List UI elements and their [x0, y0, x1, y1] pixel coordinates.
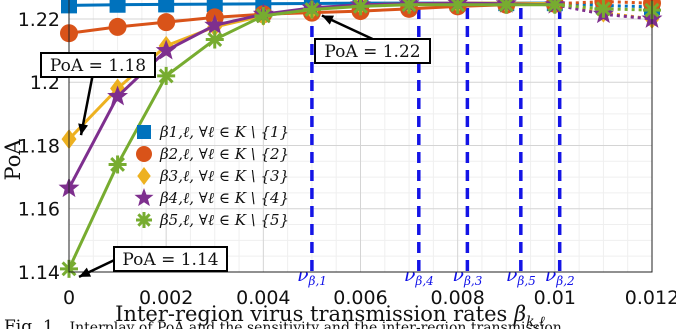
annotation-label: PoA = 1.22	[324, 42, 420, 62]
annotation: PoA = 1.14	[78, 246, 228, 278]
legend-item: β1,ℓ, ∀ℓ ∈ K \ {1}	[137, 123, 289, 141]
asterisk-stroke	[595, 1, 611, 17]
legend-item: β2,ℓ, ∀ℓ ∈ K \ {2}	[136, 145, 289, 163]
y-tick-label: 1.18	[18, 135, 60, 157]
x-tick-label: 0	[63, 287, 75, 309]
y-axis-title: PoA	[1, 139, 25, 181]
data-point	[108, 155, 127, 174]
annotations: PoA = 1.18 PoA = 1.22 PoA = 1.14	[40, 14, 431, 278]
annotation-label: PoA = 1.14	[122, 250, 218, 270]
threshold-label: νβ,4	[404, 264, 434, 288]
x-tick-label: 0.006	[333, 287, 387, 309]
data-point	[204, 14, 226, 35]
data-point	[205, 30, 224, 49]
x-axis-title: Inter-region virus transmission rates βk…	[115, 302, 545, 329]
annotation-arrowhead	[79, 267, 92, 277]
legend-label: β5,ℓ, ∀ℓ ∈ K \ {5}	[159, 211, 289, 229]
data-point	[134, 188, 154, 207]
y-tick-label: 1.22	[18, 9, 60, 31]
annotation-arrowhead	[78, 123, 89, 136]
plot-frame	[68, 0, 653, 273]
data-point	[155, 39, 177, 60]
series-line-dotted	[554, 0, 653, 6]
asterisk-stroke	[547, 0, 562, 13]
annotation-box	[314, 38, 431, 64]
legend-item: β3,ℓ, ∀ℓ ∈ K \ {3}	[137, 167, 289, 185]
caption-text: Interplay of PoA and the sensitivity and…	[70, 320, 562, 329]
caption-prefix: Fig. 1.	[4, 317, 59, 329]
data-point	[157, 13, 176, 32]
data-point	[497, 0, 516, 14]
annotation-arrowhead	[321, 15, 334, 25]
threshold-label: νβ,2	[545, 264, 575, 288]
data-point	[400, 0, 419, 14]
asterisk-stroke	[255, 8, 271, 24]
figure-caption: Fig. 1. Interplay of PoA and the sensiti…	[4, 317, 562, 329]
asterisk-stroke	[353, 0, 368, 14]
asterisk-stroke	[158, 68, 174, 84]
asterisk-stroke	[110, 157, 126, 172]
legend: β1,ℓ, ∀ℓ ∈ K \ {1} β2,ℓ, ∀ℓ ∈ K \ {2} β3,ℓ…	[134, 123, 289, 229]
annotation: PoA = 1.18	[40, 52, 156, 136]
data-point	[108, 17, 127, 36]
axis-ticks: 0 0.002 0.004 0.006 0.008 0.01 0.012 1.14 1.16 1.…	[18, 9, 676, 309]
data-point	[137, 125, 151, 139]
threshold-label: νβ,1	[297, 264, 327, 288]
x-tick-label: 0.008	[430, 287, 484, 309]
data-point	[109, 0, 126, 13]
data-point	[302, 0, 321, 19]
x-tick-label: 0.01	[534, 287, 576, 309]
data-point	[137, 167, 151, 185]
data-point	[136, 146, 152, 162]
asterisk-stroke	[450, 0, 465, 13]
legend-label: β2,ℓ, ∀ℓ ∈ K \ {2}	[159, 145, 289, 163]
data-point	[351, 0, 370, 16]
legend-label: β1,ℓ, ∀ℓ ∈ K \ {1}	[159, 123, 289, 141]
annotation-label: PoA = 1.18	[50, 56, 146, 76]
annotation-box	[113, 246, 228, 272]
data-point	[545, 0, 564, 14]
legend-item: β5,ℓ, ∀ℓ ∈ K \ {5}	[136, 211, 289, 229]
data-point	[158, 0, 175, 13]
data-point	[107, 85, 129, 106]
annotation: PoA = 1.22	[314, 14, 431, 64]
asterisk-stroke	[304, 2, 320, 17]
legend-label: β4,ℓ, ∀ℓ ∈ K \ {4}	[159, 189, 289, 207]
x-tick-label: 0.004	[236, 287, 290, 309]
x-tick-label: 0.002	[139, 287, 193, 309]
asterisk-stroke	[498, 0, 514, 13]
threshold-label: νβ,3	[452, 264, 482, 288]
legend-item: β4,ℓ, ∀ℓ ∈ K \ {4}	[134, 188, 289, 207]
data-point	[206, 0, 223, 13]
series-line-dotted	[554, 3, 653, 12]
data-point	[136, 212, 152, 228]
threshold-label: νβ,5	[506, 264, 536, 288]
asterisk-stroke	[401, 0, 416, 13]
asterisk-stroke	[207, 32, 223, 47]
x-tick-label: 0.012	[625, 287, 676, 309]
data-point	[254, 6, 273, 25]
annotation-box	[40, 52, 156, 78]
asterisk-stroke	[137, 213, 151, 227]
data-point	[594, 0, 613, 18]
data-point	[448, 0, 467, 14]
y-tick-label: 1.14	[18, 262, 60, 284]
data-point	[157, 66, 176, 85]
legend-label: β3,ℓ, ∀ℓ ∈ K \ {3}	[159, 167, 289, 185]
y-tick-label: 1.16	[18, 199, 60, 221]
